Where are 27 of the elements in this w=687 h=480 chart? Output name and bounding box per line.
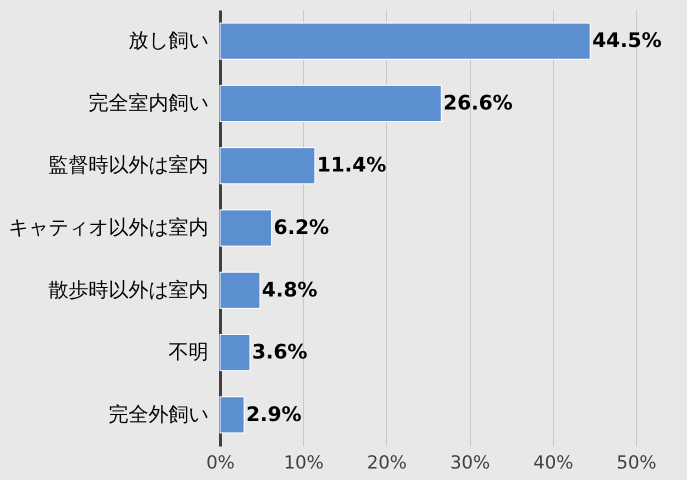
data-label: 44.5% <box>592 28 662 52</box>
y-tick-label: 放し飼い <box>128 28 208 52</box>
bar <box>220 147 316 184</box>
bar <box>220 334 250 372</box>
y-tick-label: 散歩時以外は室内 <box>48 277 208 302</box>
data-label: 11.4% <box>316 152 386 177</box>
data-label: 4.8% <box>262 277 318 302</box>
x-tick-label: 0% <box>206 452 235 474</box>
y-tick-label: 監督時以外は室内 <box>48 152 208 177</box>
data-label: 26.6% <box>443 90 513 114</box>
x-tick-label: 40% <box>533 452 574 474</box>
bar <box>220 84 442 122</box>
data-label: 2.9% <box>246 402 302 426</box>
bar <box>220 22 591 60</box>
data-label: 6.2% <box>274 215 330 239</box>
data-label: 3.6% <box>252 340 308 364</box>
x-tick-label: 10% <box>284 452 324 474</box>
bar <box>220 396 245 434</box>
y-tick-label: 完全外飼い <box>108 402 208 426</box>
y-tick-label: 不明 <box>168 340 208 364</box>
x-tick-label: 50% <box>616 452 657 474</box>
x-tick-label: 30% <box>450 452 490 474</box>
bar <box>220 272 260 309</box>
y-tick-label: キャティオ以外は室内 <box>8 215 208 239</box>
y-tick-label: 完全室内飼い <box>88 90 208 114</box>
x-tick-label: 20% <box>366 452 407 474</box>
bar <box>220 209 272 247</box>
